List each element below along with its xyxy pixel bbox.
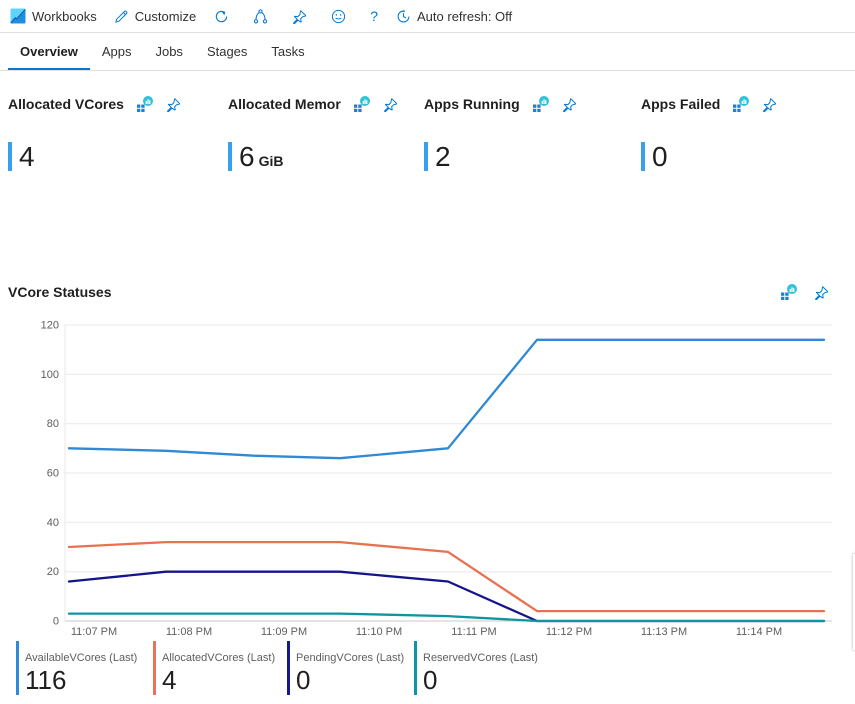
svg-text:80: 80 [47,418,59,430]
svg-text:11:14 PM: 11:14 PM [736,626,782,635]
svg-text:11:07 PM: 11:07 PM [71,626,117,635]
svg-text:120: 120 [41,320,59,332]
svg-text:11:10 PM: 11:10 PM [356,626,402,635]
svg-text:11:12 PM: 11:12 PM [546,626,592,635]
svg-text:11:13 PM: 11:13 PM [641,626,687,635]
svg-text:11:09 PM: 11:09 PM [261,626,307,635]
svg-text:60: 60 [47,468,59,480]
svg-text:11:11 PM: 11:11 PM [451,626,496,635]
svg-text:20: 20 [47,566,59,578]
svg-text:0: 0 [53,616,59,628]
svg-text:40: 40 [47,517,59,529]
svg-text:100: 100 [41,369,59,381]
svg-text:11:08 PM: 11:08 PM [166,626,212,635]
